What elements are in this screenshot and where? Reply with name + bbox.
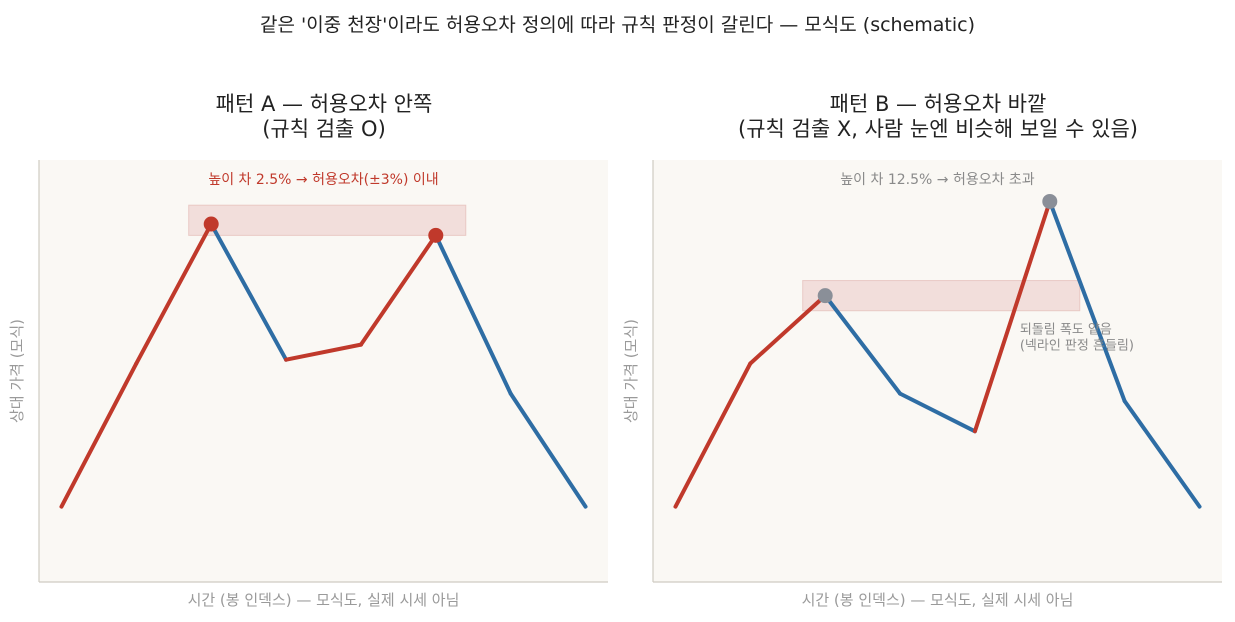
panel-title-line-1: 패턴 B — 허용오차 바깥 <box>830 92 1047 116</box>
peak-marker-2 <box>428 227 444 243</box>
neckline-note-line-1: 되돌림 폭도 얕음 <box>1020 322 1112 337</box>
figure-title: 같은 '이중 천장'이라도 허용오차 정의에 따라 규칙 판정이 갈린다 — 모… <box>259 14 976 36</box>
peak-marker-1 <box>817 288 833 304</box>
panel-a: 패턴 A — 허용오차 안쪽 (규칙 검출 O) 높이 차 2.5% → 허용오차(… <box>8 92 608 609</box>
height-diff-annotation: 높이 차 12.5% → 허용오차 초과 <box>840 172 1034 188</box>
panel-title-line-2: (규칙 검출 O) <box>262 117 386 141</box>
price-segment-3 <box>898 391 977 434</box>
price-segment-5 <box>1047 199 1127 404</box>
price-segment-0 <box>673 361 753 509</box>
price-segment-3 <box>284 342 363 362</box>
plot-area <box>653 160 1222 582</box>
price-segment-6 <box>508 391 588 509</box>
tolerance-band <box>188 204 467 236</box>
price-segment-2 <box>209 222 289 362</box>
height-diff-annotation: 높이 차 2.5% → 허용오차(±3%) 이내 <box>208 172 438 188</box>
price-segment-1 <box>134 222 214 366</box>
x-axis-label: 시간 (봉 인덱스) — 모식도, 실제 시세 아님 <box>802 591 1074 609</box>
tolerance-band <box>802 280 1081 312</box>
price-segment-4 <box>972 199 1052 434</box>
peak-marker-2 <box>1042 193 1058 209</box>
panel-title: 패턴 B — 허용오차 바깥 (규칙 검출 X, 사람 눈엔 비슷해 보일 수 있… <box>738 92 1138 141</box>
price-segment-0 <box>59 361 139 509</box>
price-segment-6 <box>1122 399 1202 509</box>
price-segment-4 <box>358 233 438 347</box>
y-axis-label: 상대 가격 (모식) <box>622 319 640 423</box>
price-segment-1 <box>748 293 828 366</box>
panel-title: 패턴 A — 허용오차 안쪽 (규칙 검출 O) <box>216 92 433 141</box>
panel-title-line-2: (규칙 검출 X, 사람 눈엔 비슷해 보일 수 있음) <box>738 117 1138 141</box>
y-axis-label: 상대 가격 (모식) <box>8 319 26 423</box>
x-axis-label: 시간 (봉 인덱스) — 모식도, 실제 시세 아님 <box>188 591 460 609</box>
panel-title-line-1: 패턴 A — 허용오차 안쪽 <box>216 92 433 116</box>
neckline-note: 되돌림 폭도 얕음 (넥라인 판정 흔들림) <box>1020 322 1134 353</box>
peak-marker-1 <box>203 216 219 232</box>
price-segment-5 <box>433 233 513 396</box>
panel-b: 패턴 B — 허용오차 바깥 (규칙 검출 X, 사람 눈엔 비슷해 보일 수 있… <box>622 92 1222 609</box>
neckline-note-line-2: (넥라인 판정 흔들림) <box>1020 338 1134 353</box>
price-segment-2 <box>823 293 903 396</box>
